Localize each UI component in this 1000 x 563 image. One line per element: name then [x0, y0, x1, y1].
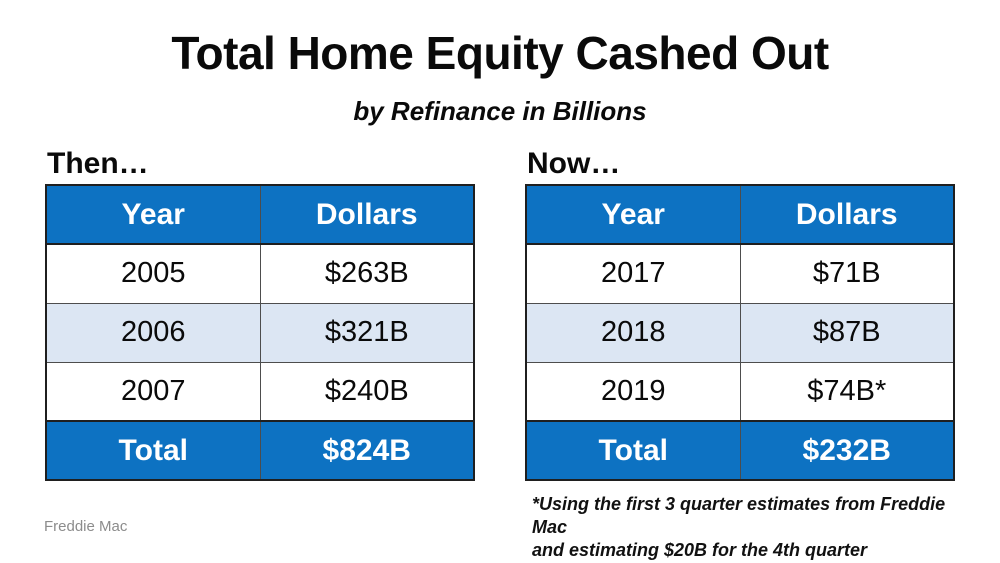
now-section: Now… Year Dollars 2017 $71B 2018 $87B 20… [525, 147, 955, 481]
footnote-line: *Using the first 3 quarter estimates fro… [532, 494, 946, 537]
slide-title: Total Home Equity Cashed Out [171, 27, 829, 79]
total-row: Total $824B [45, 420, 475, 481]
year-cell: 2018 [525, 302, 741, 363]
dollars-cell: $71B [739, 243, 955, 304]
now-label: Now… [527, 147, 621, 180]
table-row: 2017 $71B [525, 243, 955, 304]
year-cell: 2005 [45, 243, 261, 304]
year-cell: 2017 [525, 243, 741, 304]
table-header-row: Year Dollars [45, 184, 475, 245]
dollars-cell: $263B [259, 243, 475, 304]
year-cell: 2006 [45, 302, 261, 363]
table-header-row: Year Dollars [525, 184, 955, 245]
then-table: Year Dollars 2005 $263B 2006 $321B 2007 … [45, 184, 475, 481]
year-cell: 2019 [525, 361, 741, 422]
total-row: Total $232B [525, 420, 955, 481]
slide-subtitle: by Refinance in Billions [353, 96, 647, 126]
table-row: 2006 $321B [45, 302, 475, 363]
then-label: Then… [47, 147, 149, 180]
table-row: 2007 $240B [45, 361, 475, 422]
total-label-cell: Total [525, 420, 741, 481]
dollars-cell: $240B [259, 361, 475, 422]
year-cell: 2007 [45, 361, 261, 422]
column-header-year: Year [525, 184, 741, 245]
total-value-cell: $824B [259, 420, 475, 481]
total-value-cell: $232B [739, 420, 955, 481]
table-row: 2005 $263B [45, 243, 475, 304]
footnote-line: and estimating $20B for the 4th quarter [532, 540, 868, 560]
dollars-cell: $87B [739, 302, 955, 363]
footnote: *Using the first 3 quarter estimates fro… [532, 493, 982, 562]
column-header-dollars: Dollars [739, 184, 955, 245]
table-row: 2019 $74B* [525, 361, 955, 422]
total-label-cell: Total [45, 420, 261, 481]
column-header-year: Year [45, 184, 261, 245]
dollars-cell: $74B* [739, 361, 955, 422]
dollars-cell: $321B [259, 302, 475, 363]
now-table: Year Dollars 2017 $71B 2018 $87B 2019 $7… [525, 184, 955, 481]
source-attribution: Freddie Mac [44, 518, 128, 535]
column-header-dollars: Dollars [259, 184, 475, 245]
table-row: 2018 $87B [525, 302, 955, 363]
then-section: Then… Year Dollars 2005 $263B 2006 $321B… [45, 147, 475, 481]
